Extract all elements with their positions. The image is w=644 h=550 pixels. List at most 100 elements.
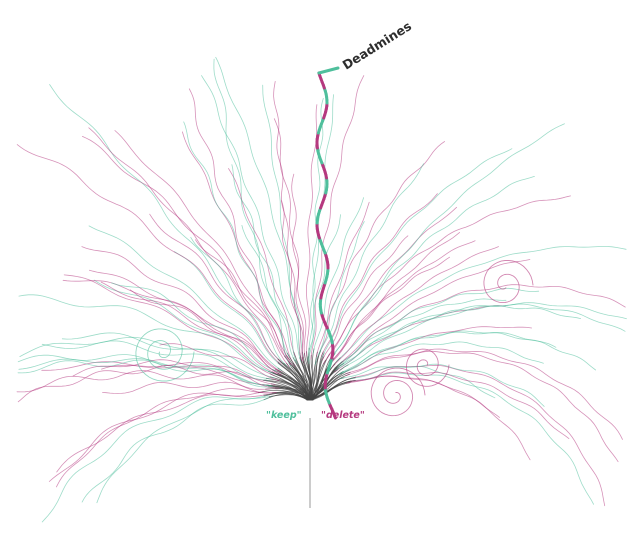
strands-group xyxy=(16,56,627,523)
strand-branch xyxy=(346,375,531,461)
strand-branch xyxy=(56,394,269,473)
strand-branch xyxy=(213,58,290,358)
strand-branch xyxy=(174,251,283,367)
strand-branch xyxy=(149,213,282,363)
strand-branch xyxy=(350,372,594,505)
strand-branch xyxy=(310,75,365,360)
strand-branch xyxy=(159,343,280,382)
strand-branch xyxy=(316,141,445,361)
strand-branch xyxy=(281,200,302,362)
strand-branch xyxy=(307,214,341,361)
strand-trunk xyxy=(265,388,308,401)
strand-branch xyxy=(333,298,507,371)
strand-branch xyxy=(318,163,424,356)
strand-trunk xyxy=(277,361,309,401)
strand-trunk xyxy=(307,369,338,401)
strand-branch xyxy=(16,144,282,366)
strand-trunk xyxy=(308,359,326,401)
strand-branch xyxy=(305,104,318,357)
strand-branch xyxy=(332,123,565,358)
strand-branch xyxy=(215,56,304,357)
delete-label: "delete" xyxy=(321,410,365,421)
strand-branch xyxy=(183,121,292,367)
strand-branch xyxy=(338,331,596,376)
strand-trunk xyxy=(293,351,308,401)
strand-trunk xyxy=(286,352,308,401)
strand-branch xyxy=(321,235,409,361)
strand-branch xyxy=(327,256,450,368)
strand-trunk xyxy=(269,373,308,401)
strand-branch xyxy=(129,289,283,376)
strand-branch xyxy=(63,274,275,376)
strand-branch xyxy=(312,197,364,354)
strand-trunk xyxy=(309,353,330,401)
strand-branch xyxy=(17,365,280,403)
strand-branch xyxy=(48,391,264,482)
strand-branch xyxy=(195,239,292,366)
strand-branch xyxy=(321,193,438,357)
strand-branch xyxy=(62,279,282,373)
strand-branch xyxy=(49,84,282,363)
strand-branch xyxy=(56,388,277,488)
spiral-strand xyxy=(370,367,426,417)
spiral-strand xyxy=(405,348,450,387)
strand-branch xyxy=(330,232,460,363)
strand-branch xyxy=(102,381,277,394)
strand-branch xyxy=(93,279,277,375)
strand-trunk xyxy=(271,371,309,401)
strand-branch xyxy=(350,371,570,439)
strand-branch xyxy=(100,281,277,375)
strand-branch xyxy=(345,375,500,418)
strand-branch xyxy=(61,332,272,380)
strand-branch xyxy=(101,362,269,382)
strand-trunk xyxy=(309,351,318,401)
strand-branch xyxy=(81,397,269,503)
strand-trunk xyxy=(274,368,308,401)
strand-trunk xyxy=(306,360,317,401)
strand-branch xyxy=(345,350,619,463)
strand-trunk xyxy=(308,380,356,401)
strand-branch xyxy=(314,221,365,366)
strand-trunk xyxy=(307,350,322,401)
strand-branch xyxy=(88,127,290,367)
keep-label: "keep" xyxy=(266,410,302,421)
strand-branch xyxy=(188,88,292,366)
spiral-strand xyxy=(483,260,534,304)
strand-branch xyxy=(17,359,273,388)
strand-branch xyxy=(335,305,581,371)
strand-branch xyxy=(96,395,274,504)
strand-branch xyxy=(337,341,544,376)
strand-branch xyxy=(343,302,627,368)
strand-branch xyxy=(201,75,302,363)
strand-branch xyxy=(339,303,626,367)
strand-branch xyxy=(338,259,531,365)
strand-branch xyxy=(81,246,280,372)
strand-branch xyxy=(114,130,290,360)
strand-branch xyxy=(88,225,282,371)
highlighted-strand-group xyxy=(315,66,340,420)
strand-branch xyxy=(111,282,278,372)
strand-branch xyxy=(82,136,288,361)
strand-branch xyxy=(273,118,307,358)
strand-branch xyxy=(190,237,288,367)
strand-branch xyxy=(330,176,535,359)
strand-branch xyxy=(41,394,269,523)
strand-branch xyxy=(323,195,571,365)
strand-branch xyxy=(19,336,275,379)
spiral-strand xyxy=(135,328,195,382)
strand-branch xyxy=(231,164,298,365)
strand-trunk xyxy=(258,389,308,401)
highlight-label: Deadmines xyxy=(340,18,414,72)
strand-branch xyxy=(316,201,370,357)
strand-branch xyxy=(322,148,513,358)
strand-branch xyxy=(241,225,296,362)
strand-trunk xyxy=(277,358,309,401)
strand-branch xyxy=(18,294,274,374)
strand-branch xyxy=(291,173,304,362)
strand-branch xyxy=(16,370,270,393)
strand-branch xyxy=(331,246,499,368)
strand-branch xyxy=(72,359,276,385)
highlight-segment xyxy=(317,66,340,75)
